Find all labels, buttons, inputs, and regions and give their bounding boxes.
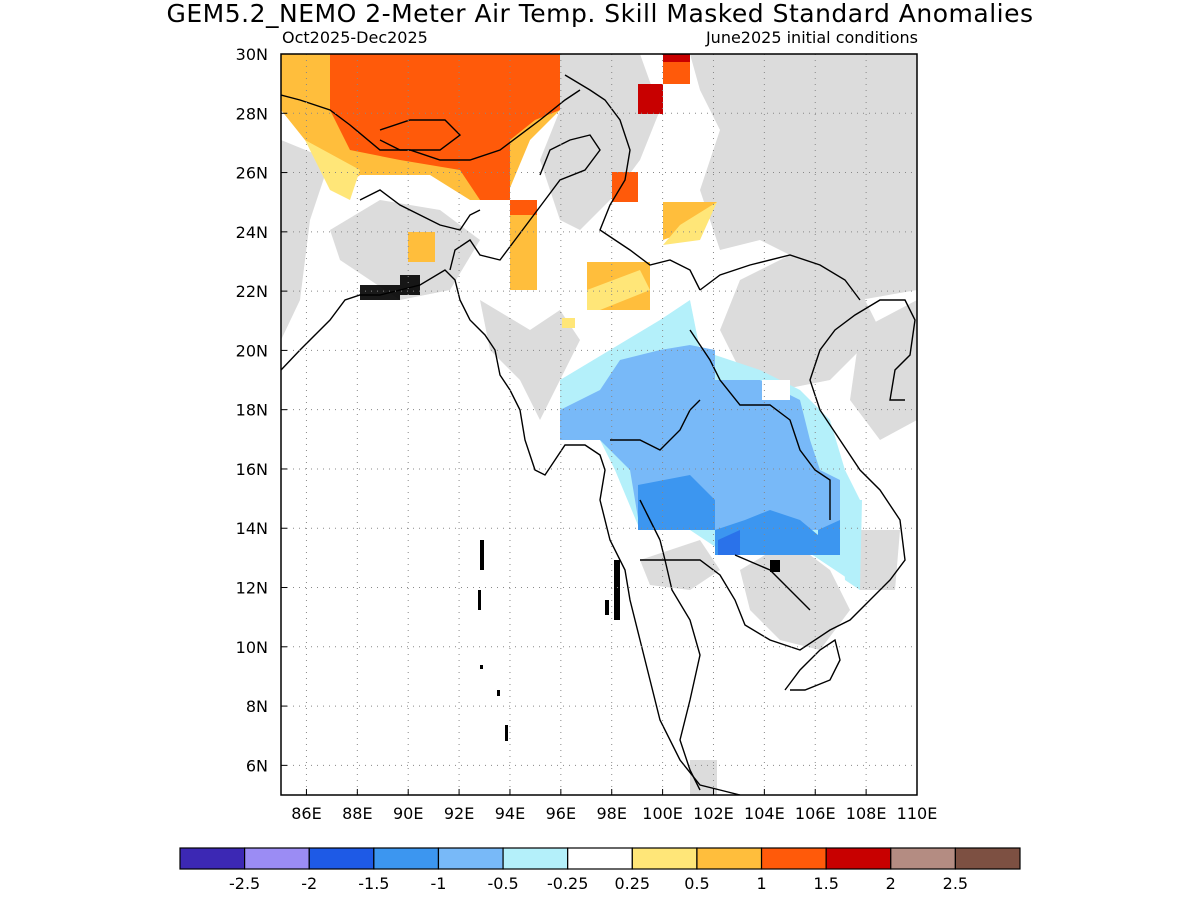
- legend-label: 0.25: [614, 874, 650, 893]
- x-tick-label: 102E: [693, 804, 734, 823]
- x-tick-label: 100E: [642, 804, 683, 823]
- legend-swatch: [760, 847, 827, 870]
- x-tick-label: 98E: [596, 804, 626, 823]
- y-tick-label: 10N: [236, 638, 268, 657]
- islands: [360, 275, 780, 741]
- legend-label: -2: [301, 874, 317, 893]
- x-tick-label: 96E: [546, 804, 576, 823]
- legend-label: -2.5: [229, 874, 260, 893]
- y-tick-label: 8N: [246, 697, 268, 716]
- legend-swatch: [437, 847, 504, 870]
- legend-swatch: [954, 847, 1021, 870]
- legend-label: 1.5: [813, 874, 838, 893]
- legend-swatch: [502, 847, 569, 870]
- legend-label: 0.5: [684, 874, 709, 893]
- legend-label: 2.5: [943, 874, 968, 893]
- y-tick-label: 20N: [236, 341, 268, 360]
- forecast-period: Oct2025-Dec2025: [282, 28, 428, 47]
- x-tick-label: 90E: [393, 804, 423, 823]
- legend-label: 1: [756, 874, 766, 893]
- y-tick-label: 24N: [236, 223, 268, 242]
- y-tick-label: 30N: [236, 45, 268, 64]
- initial-conditions: June2025 initial conditions: [705, 28, 918, 47]
- latitude-labels: 6N 8N 10N 12N 14N 16N 18N 20N 22N 24N 26N 28N 30N: [236, 45, 268, 775]
- y-tick-label: 12N: [236, 579, 268, 598]
- x-tick-label: 108E: [846, 804, 887, 823]
- skill-mask-regions: [281, 54, 917, 795]
- legend-label: -0.25: [547, 874, 588, 893]
- x-tick-label: 104E: [744, 804, 785, 823]
- color-legend: -2.5 -2 -1.5 -1 -0.5 -0.25 0.25 0.5 1 1.5 2 2.5: [179, 847, 1021, 893]
- legend-swatch: [631, 847, 698, 870]
- x-tick-label: 86E: [291, 804, 321, 823]
- y-tick-label: 18N: [236, 401, 268, 420]
- map-frame: [280, 53, 918, 796]
- legend-swatch: [179, 847, 246, 870]
- longitude-labels: 86E 88E 90E 92E 94E 96E 98E 100E 102E 104E 106E 108…: [291, 804, 937, 823]
- legend-swatch: [567, 847, 633, 870]
- legend-swatch: [825, 847, 892, 870]
- map-gridlines: [281, 53, 918, 795]
- warm-anomaly-regions: [281, 54, 717, 328]
- legend-swatch: [373, 847, 440, 870]
- legend-label: -0.5: [487, 874, 518, 893]
- y-tick-label: 14N: [236, 519, 268, 538]
- x-tick-label: 106E: [795, 804, 836, 823]
- legend-label: -1: [430, 874, 446, 893]
- legend-swatch: [890, 847, 956, 870]
- map-title: GEM5.2_NEMO 2-Meter Air Temp. Skill Mask…: [166, 0, 1034, 28]
- legend-label: -1.5: [358, 874, 389, 893]
- y-tick-label: 22N: [236, 282, 268, 301]
- y-tick-label: 16N: [236, 460, 268, 479]
- legend-swatch: [244, 847, 310, 870]
- y-tick-label: 28N: [236, 104, 268, 123]
- legend-label: 2: [886, 874, 896, 893]
- legend-swatch: [696, 847, 763, 870]
- y-tick-label: 26N: [236, 164, 268, 183]
- x-tick-label: 88E: [342, 804, 372, 823]
- x-tick-label: 92E: [444, 804, 474, 823]
- x-tick-label: 94E: [495, 804, 525, 823]
- x-tick-label: 110E: [897, 804, 938, 823]
- cool-anomaly-regions: [560, 300, 862, 590]
- legend-swatch: [308, 847, 375, 870]
- y-tick-label: 6N: [246, 756, 268, 775]
